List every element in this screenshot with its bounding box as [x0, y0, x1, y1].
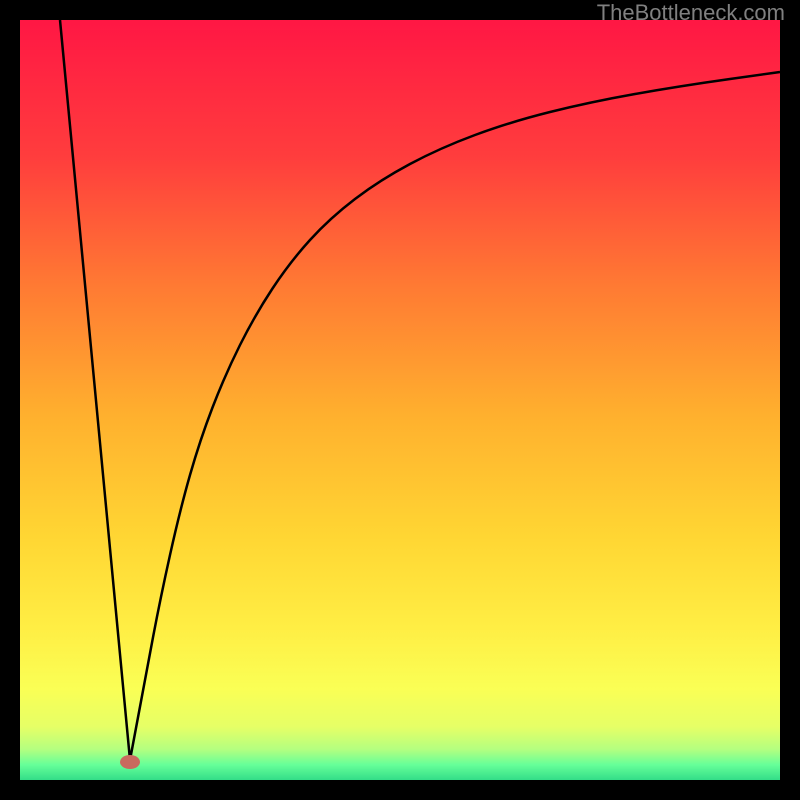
minimum-marker: [120, 755, 140, 769]
watermark-text: TheBottleneck.com: [597, 0, 785, 25]
plot-background: [20, 20, 780, 780]
chart-container: TheBottleneck.com: [0, 0, 800, 800]
bottleneck-chart: TheBottleneck.com: [0, 0, 800, 800]
